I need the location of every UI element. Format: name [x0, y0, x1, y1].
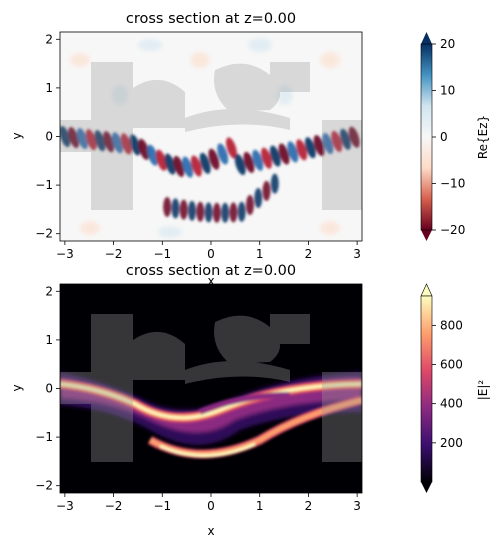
y-tick-label: 2 [45, 32, 53, 46]
y-tick-label: −2 [35, 479, 53, 493]
structure-overlay [60, 314, 362, 462]
x-tick-label: 2 [305, 499, 313, 513]
y-tick-label: −2 [35, 227, 53, 241]
x-tick-label: 2 [305, 247, 313, 261]
colorbar-tick-label: 200 [440, 436, 463, 450]
panel-title: cross section at z=0.00 [126, 11, 296, 27]
heatmap-image [60, 284, 362, 493]
colorbar-tick-label: 400 [440, 397, 463, 411]
structure-overlay [60, 62, 362, 210]
colorbar-label: Re{Ez} [476, 115, 490, 159]
x-tick-label: −2 [105, 247, 123, 261]
x-axis-label: x [207, 274, 214, 288]
panel-title: cross section at z=0.00 [126, 263, 296, 279]
colorbar-tick-label: 0 [440, 130, 448, 144]
y-axis: −2 −1 0 1 2 [35, 284, 60, 493]
y-tick-label: 0 [45, 130, 53, 144]
x-axis: −3 −2 −1 0 1 2 3 [56, 493, 361, 513]
x-tick-label: 3 [353, 247, 361, 261]
colorbar-label: |E|² [476, 380, 490, 401]
y-tick-label: −1 [35, 178, 53, 192]
x-tick-label: −1 [153, 499, 171, 513]
y-axis-label: y [10, 132, 24, 139]
colorbar-tick-label: 800 [440, 318, 463, 332]
heatmap-image [60, 32, 362, 241]
x-axis-label: x [207, 524, 214, 538]
x-tick-label: 0 [207, 247, 215, 261]
x-tick-label: −3 [56, 247, 74, 261]
x-tick-label: 1 [256, 499, 264, 513]
colorbar: 200 400 600 800 |E|² [420, 283, 490, 493]
y-tick-label: 1 [45, 333, 53, 347]
y-axis: −2 −1 0 1 2 [35, 32, 60, 241]
y-tick-label: 1 [45, 81, 53, 95]
x-tick-label: −2 [105, 499, 123, 513]
x-tick-label: 3 [353, 499, 361, 513]
intensity-panel: cross section at z=0.00 [10, 263, 490, 538]
y-tick-label: 0 [45, 382, 53, 396]
x-tick-label: −3 [56, 499, 74, 513]
colorbar-tick-label: 10 [440, 84, 455, 98]
x-tick-label: −1 [153, 247, 171, 261]
colorbar: −20 −10 0 10 20 Re{Ez} [420, 32, 490, 241]
colorbar-tick-label: −10 [440, 177, 465, 191]
colorbar-tick-label: 600 [440, 358, 463, 372]
field-real-panel: cross section at z=0.00 [10, 11, 490, 288]
colorbar-tick-label: −20 [440, 223, 465, 237]
colorbar-tick-label: 20 [440, 37, 455, 51]
y-axis-label: y [10, 384, 24, 391]
x-axis: −3 −2 −1 0 1 2 3 [56, 241, 361, 261]
y-tick-label: −1 [35, 430, 53, 444]
x-tick-label: 1 [256, 247, 264, 261]
x-tick-label: 0 [207, 499, 215, 513]
y-tick-label: 2 [45, 284, 53, 298]
